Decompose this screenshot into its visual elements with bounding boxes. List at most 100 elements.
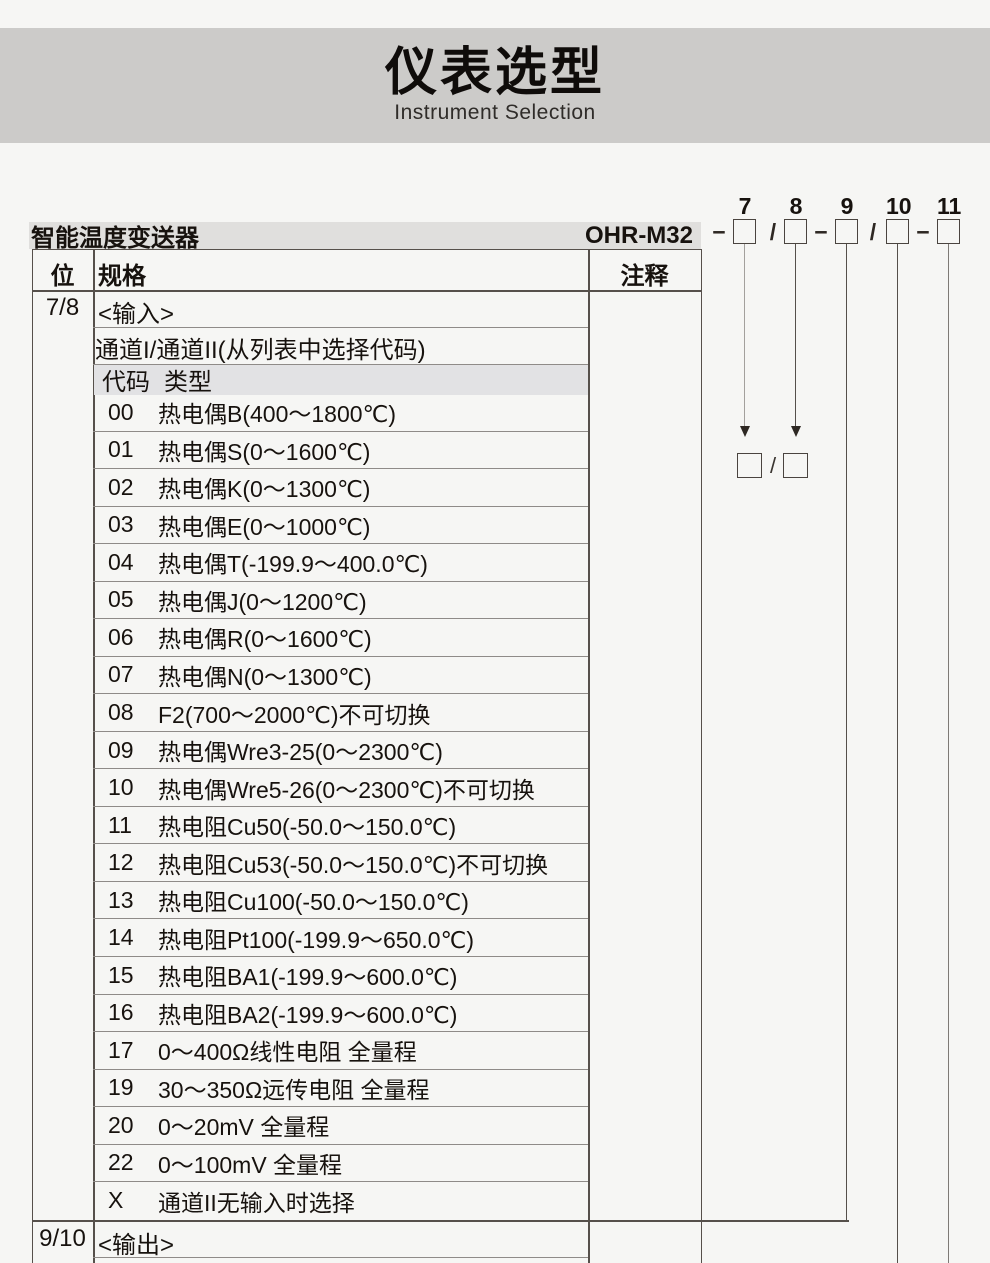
table-divider-note [588,249,590,1263]
code-position-label-7: 7 [738,193,752,219]
leader-line-11 [947,244,950,1263]
row-code: 15 [108,961,134,988]
table-row: 13 热电阻Cu100(-50.0～150.0℃) [93,882,588,920]
table-row: 00 热电偶B(400～1800℃) [93,394,588,432]
table-row: 12 热电阻Cu53(-50.0～150.0℃)不可切换 [93,844,588,882]
row-type: 热电阻Cu53(-50.0～150.0℃)不可切换 [158,851,549,878]
slash-box7-box8: / [769,219,777,245]
page-title: 仪表选型 [384,43,605,102]
column-header-spec: 规格 [98,263,146,290]
dash-model-box7: − [712,219,726,245]
table-row: 04 热电偶T(-199.9～400.0℃) [93,544,588,582]
channel-note: 通道I/通道II(从列表中选择代码) [95,337,426,364]
table-row: 20 0～20mV 全量程 [93,1107,588,1145]
section-title-output: <输出> [98,1232,175,1259]
code-box-11 [937,219,960,244]
row-code: 05 [108,586,134,613]
row-code: 00 [108,398,134,425]
leader-line-10 [896,244,899,1263]
table-row: 06 热电偶R(0～1600℃) [93,619,588,657]
table-row: 08 F2(700～2000℃)不可切换 [93,694,588,732]
row-type: 热电偶Wre3-25(0～2300℃) [158,739,443,766]
column-header-pos: 位 [50,263,75,290]
row-type: 热电偶T(-199.9～400.0℃) [158,551,428,578]
page-banner: 仪表选型 Instrument Selection [0,28,990,143]
row-type: 热电阻BA2(-199.9～600.0℃) [158,1001,458,1028]
row-code: 17 [108,1036,134,1063]
section-pos-input: 7/8 [45,294,80,321]
table-row: 02 热电偶K(0～1300℃) [93,469,588,507]
leader-line-8 [794,244,797,426]
row-type: 热电偶E(0～1000℃) [158,513,371,540]
row-code: 06 [108,623,134,650]
row-type: F2(700～2000℃)不可切换 [158,701,431,728]
row-type: 热电阻BA1(-199.9～600.0℃) [158,964,458,991]
table-row: 22 0～100mV 全量程 [93,1145,588,1183]
slash-channel-pair: / [769,453,777,478]
table-row: 16 热电阻BA2(-199.9～600.0℃) [93,995,588,1033]
leader-line-9 [845,244,848,1220]
code-box-9 [835,219,858,244]
column-header-note: 注释 [620,263,669,290]
channel-box-1 [737,453,762,478]
code-box-10 [886,219,909,244]
row-code: 04 [108,548,134,575]
row-type: 通道II无输入时选择 [158,1189,355,1216]
dash-box8-box9: − [814,219,828,245]
row-type: 热电阻Pt100(-199.9～650.0℃) [158,926,475,953]
row-type: 热电偶S(0～1600℃) [158,438,371,465]
list-header: 代码 类型 [94,364,588,396]
table-row: 05 热电偶J(0～1200℃) [93,582,588,620]
row-type: 30～350Ω远传电阻 全量程 [158,1076,430,1103]
table-line-output-bottom [93,1257,588,1258]
section-title-input: <输入> [98,301,175,328]
table-row: 15 热电阻BA1(-199.9～600.0℃) [93,957,588,995]
row-code: 07 [108,661,134,688]
product-model: OHR-M32 [584,221,693,249]
table-row: 01 热电偶S(0～1600℃) [93,432,588,470]
product-band: 智能温度变送器 OHR-M32 [29,221,701,252]
code-position-label-10: 10 [886,193,912,219]
list-header-type: 类型 [164,369,212,396]
row-type: 0～20mV 全量程 [158,1114,330,1141]
table-line-input-bottom [93,327,588,328]
row-type: 热电偶K(0～1300℃) [158,476,371,503]
leader-line-7 [743,244,746,426]
row-type: 热电偶N(0～1300℃) [158,663,372,690]
table-row: 11 热电阻Cu50(-50.0～150.0℃) [93,807,588,845]
list-header-code: 代码 [102,369,150,396]
row-code: 03 [108,511,134,538]
row-type: 热电阻Cu100(-50.0～150.0℃) [158,889,469,916]
table-line-band-bottom [31,248,702,250]
row-code: 09 [108,736,134,763]
row-code: 16 [108,999,134,1026]
row-code: 14 [108,924,134,951]
row-code: 01 [108,436,134,463]
row-code: 19 [108,1074,134,1101]
row-code: 11 [108,811,132,838]
table-row: 14 热电阻Pt100(-199.9～650.0℃) [93,919,588,957]
arrowhead-line-8 [790,426,801,437]
dash-box10-box11: − [916,219,930,245]
code-box-7 [733,219,756,244]
table-divider-pos [93,249,95,1263]
table-line-header-bottom [31,290,702,292]
section-pos-output: 9/10 [39,1225,86,1252]
row-type: 热电偶B(400～1800℃) [158,401,397,428]
code-box-8 [784,219,807,244]
row-type: 0～400Ω线性电阻 全量程 [158,1039,417,1066]
channel-box-2 [783,453,808,478]
row-type: 热电偶J(0～1200℃) [158,588,367,615]
table-row: 10 热电偶Wre5-26(0～2300℃)不可切换 [93,769,588,807]
code-position-label-9: 9 [840,193,854,219]
row-code: 20 [108,1111,134,1138]
table-row: 17 0～400Ω线性电阻 全量程 [93,1032,588,1070]
table-border-right [700,249,702,1263]
table-row: 03 热电偶E(0～1000℃) [93,507,588,545]
row-type: 热电偶Wre5-26(0～2300℃)不可切换 [158,776,535,803]
row-code: 02 [108,473,134,500]
table-row: 09 热电偶Wre3-25(0～2300℃) [93,732,588,770]
row-code: 12 [108,849,134,876]
code-position-label-11: 11 [937,193,962,219]
row-code: 10 [108,774,134,801]
